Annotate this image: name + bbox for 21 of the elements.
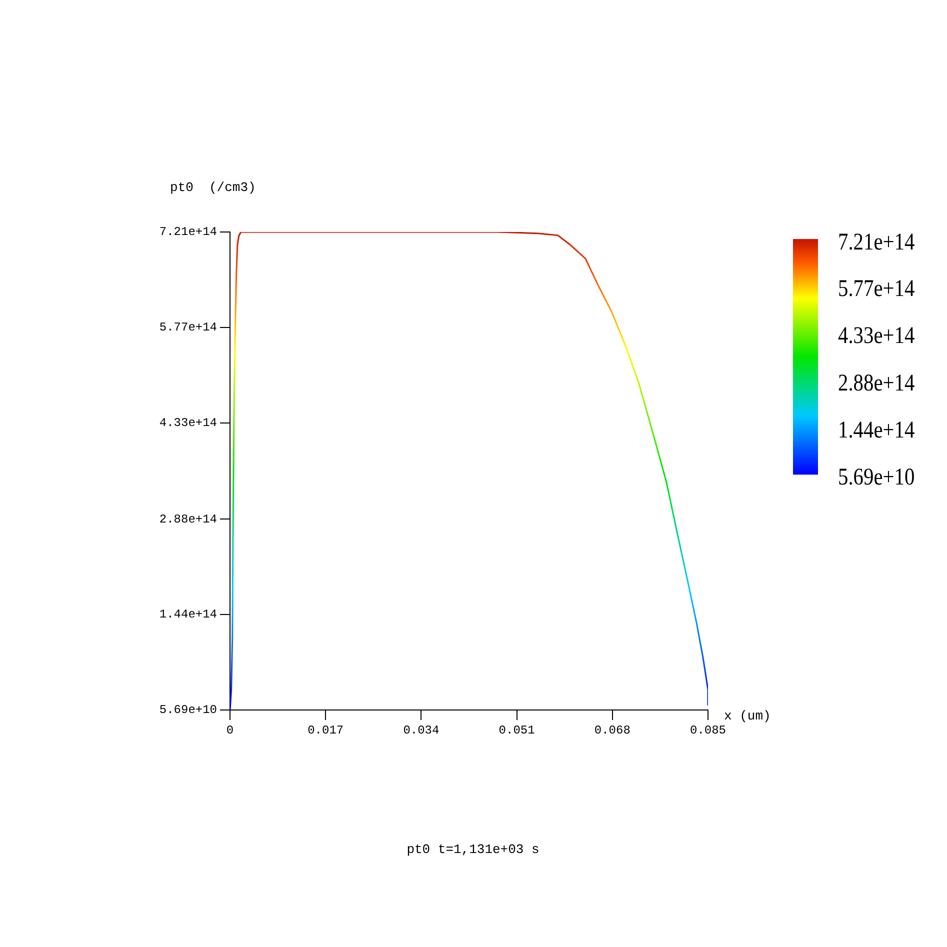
y-tick-label: 1.44e+14: [159, 608, 217, 622]
x-tick-label: 0.068: [594, 723, 630, 738]
x-axis-title: x (um): [724, 708, 771, 724]
y-axis-title: pt0 (/cm3): [170, 180, 256, 195]
color-bar-label: 4.33e+14: [838, 322, 915, 349]
y-tick-label: 4.33e+14: [159, 416, 217, 430]
y-tick-label: 5.69e+10: [159, 703, 217, 718]
y-tick-label: 2.88e+14: [159, 512, 217, 526]
text: pt0 t=1,131e+03 s: [406, 842, 540, 857]
x-tick-label: 0: [226, 723, 234, 738]
color-bar-label: 1.44e+14: [838, 416, 915, 443]
x-tick-label: 0.034: [403, 723, 440, 738]
color-bar-label: 7.21e+14: [838, 228, 915, 255]
x-tick-label: 0.085: [690, 723, 726, 738]
color-bar-label: 5.69e+10: [838, 462, 915, 490]
y-tick-label: 7.21e+14: [159, 225, 217, 240]
y-tick-label: 5.77e+14: [159, 320, 217, 335]
color-bar-label: 2.88e+14: [838, 368, 915, 396]
x-tick-label: 0.051: [498, 723, 535, 738]
x-tick-label: 0.017: [308, 723, 344, 738]
color-bar-label: 5.77e+14: [838, 274, 915, 302]
